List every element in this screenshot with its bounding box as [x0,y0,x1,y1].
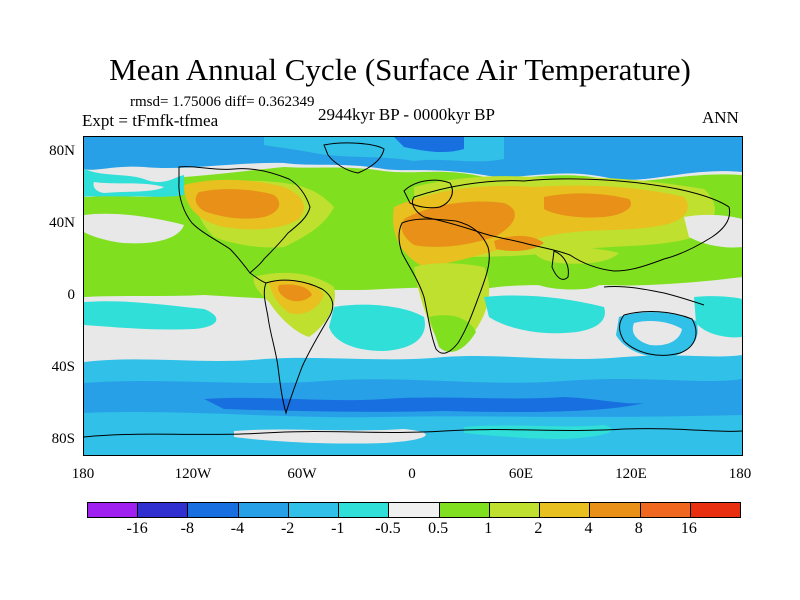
colorbar-level-label: -0.5 [375,520,401,537]
coast-eurasia [411,178,731,272]
field-australia-neutral [632,321,682,346]
coast-south-america [263,279,334,415]
field-amazon-hot [278,284,312,302]
coast-north-america [178,166,311,274]
x-tick-label: 120E [615,466,647,482]
colorbar-swatch [489,503,541,517]
colorbar-swatch [88,503,139,517]
colorbar-level-label: 2 [534,520,543,537]
season-label: ANN [702,108,739,127]
temperature-anomaly-map [83,136,743,456]
x-tick-label: 120W [174,466,212,482]
coast-europe [403,179,453,209]
field-southern-ocean-deep [204,397,644,413]
coast-india [551,250,569,280]
colorbar-swatch [238,503,289,517]
colorbar-swatch [540,503,591,517]
y-tick-label: 0 [67,287,76,303]
colorbar-swatch [288,503,340,517]
colorbar-swatch [690,503,741,517]
coast-indonesia [603,286,705,306]
colorbar-level-label: -4 [230,520,245,537]
field-n-pacific-neutral [93,182,164,193]
colorbar-swatch [188,503,239,517]
colorbar-level-label: 8 [634,520,643,537]
field-s-pacific-cyan [84,301,217,330]
colorbar-swatch [138,503,189,517]
field-indian-cyan [484,295,605,334]
coast-greenland [323,142,385,174]
y-tick-label: 40N [49,215,75,231]
colorbar [87,502,741,518]
x-tick-label: 0 [408,466,416,482]
x-tick-label: 180 [71,466,95,482]
coast-africa [398,218,490,354]
colorbar-swatch [439,503,490,517]
colorbar-swatch [590,503,641,517]
x-tick-label: 60W [287,466,317,482]
colorbar-level-label: 16 [680,520,697,537]
field-greenland-cold [394,137,464,153]
y-tick-label: 80S [51,431,75,447]
colorbar-level-label: 0.5 [428,520,449,537]
field-pacific-neutral [84,213,184,244]
field-s-atlantic-cyan [329,304,425,351]
experiment-label: Expt = tFmfk-tfmea [82,111,219,130]
field-central-asia-hot [494,235,544,251]
colorbar-level-label: -2 [280,520,295,537]
colorbar-level-label: 4 [584,520,593,537]
field-w-pacific-neutral [684,214,742,248]
coast-central-america [249,272,267,284]
colorbar-level-label: -16 [126,520,148,537]
y-tick-label: 80N [49,143,75,159]
y-tick-label: 40S [51,359,75,375]
field-siberia-hot [544,193,632,218]
field-antarctic-lightcyan [464,425,612,439]
chart-title: Mean Annual Cycle (Surface Air Temperatu… [109,52,691,87]
colorbar-swatch [389,503,440,517]
field-eurasia-hot [401,201,515,247]
field-n-america-hot [195,189,280,219]
field-africa-green [429,315,476,352]
x-tick-label: 60E [508,466,534,482]
colorbar-swatch [339,503,390,517]
colorbar-swatch [640,503,691,517]
coast-antarctica [84,428,742,438]
colorbar-level-label: -1 [331,520,345,537]
colorbar-level-label: -8 [180,520,194,537]
coast-australia [619,311,697,356]
field-s-pacific-east-cyan [694,296,742,338]
coastlines [84,142,742,438]
x-tick-label: 180 [728,466,752,482]
period-label: 2944kyr BP - 0000kyr BP [318,105,495,124]
stats-label: rmsd= 1.75006 diff= 0.362349 [130,94,315,110]
colorbar-level-label: 1 [484,520,493,537]
